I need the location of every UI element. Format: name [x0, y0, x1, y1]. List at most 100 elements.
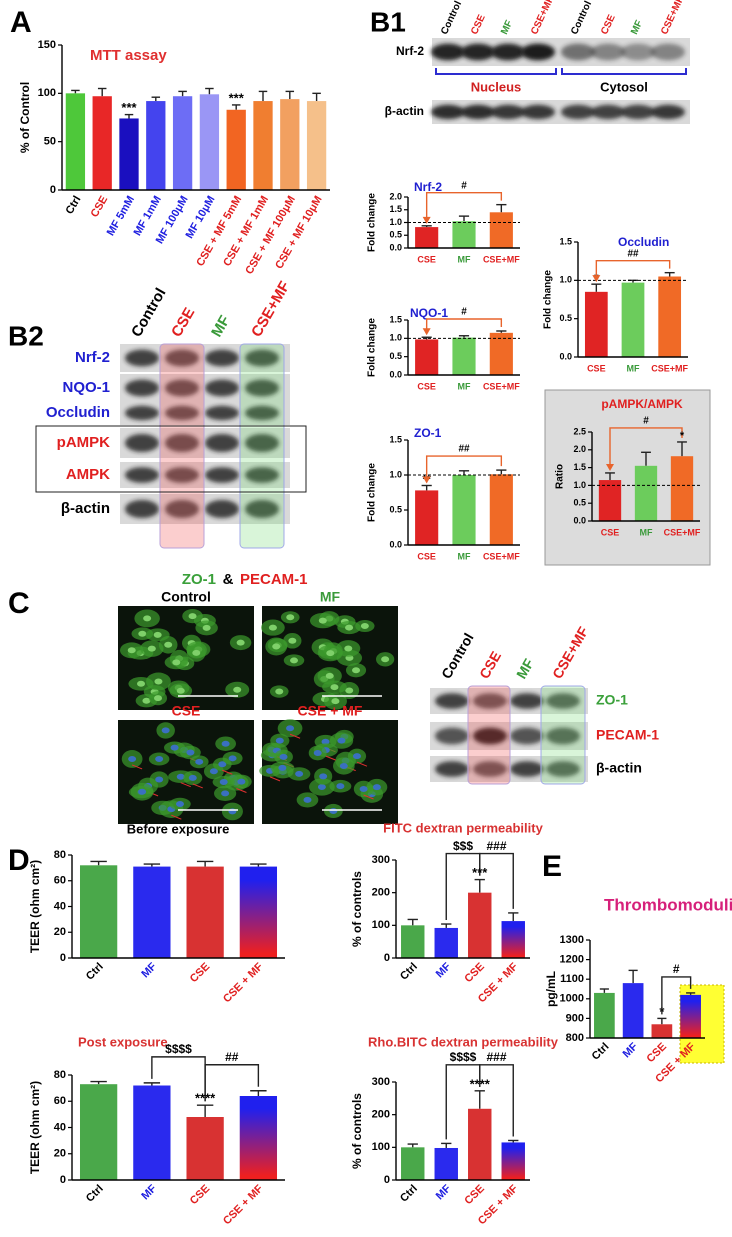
- lane-label: Control: [128, 285, 169, 340]
- nucleus: [313, 749, 322, 756]
- y-tick-label: 20: [54, 926, 66, 938]
- image-label: Control: [161, 589, 211, 605]
- y-tick-label: 300: [372, 1076, 390, 1088]
- x-tick-label: CSE: [417, 254, 436, 264]
- y-axis-label: TEER (ohm cm²): [28, 1081, 42, 1174]
- significance-label: ***: [472, 865, 488, 880]
- blot-band: [165, 434, 199, 452]
- y-tick-label: 1.0: [573, 480, 586, 490]
- blot-band: [125, 379, 159, 397]
- junction: [363, 794, 374, 800]
- bar: [434, 1147, 458, 1180]
- nucleus: [155, 756, 164, 763]
- arrow-head: [592, 275, 601, 283]
- y-tick-label: 900: [566, 1012, 584, 1024]
- nucleus: [161, 727, 170, 734]
- blot-band: [473, 693, 507, 709]
- image-label: MF: [320, 589, 341, 605]
- nucleus: [330, 684, 339, 691]
- bar: [415, 490, 439, 545]
- bracket: [425, 318, 503, 334]
- y-tick-label: 80: [54, 849, 66, 861]
- bar: [401, 925, 425, 958]
- significance-label: ##: [627, 248, 639, 259]
- bar: [452, 337, 476, 375]
- nucleus: [219, 779, 228, 786]
- chart-title: MTT assay: [90, 47, 167, 64]
- image-title: ZO-1: [182, 571, 216, 588]
- junction: [192, 783, 203, 789]
- blot-band: [435, 727, 469, 745]
- bar: [239, 1096, 278, 1180]
- bracket: [661, 976, 692, 1015]
- bar: [658, 276, 682, 357]
- significance-label: ##: [225, 1050, 239, 1064]
- junction: [269, 776, 281, 782]
- significance-label: *: [680, 430, 685, 442]
- x-tick-label: MF: [434, 960, 454, 980]
- x-tick-label: Ctrl: [590, 1041, 612, 1063]
- nucleus: [275, 688, 284, 695]
- bar: [119, 118, 139, 190]
- bar: [489, 474, 513, 545]
- bar: [651, 1024, 673, 1038]
- blot-band: [521, 43, 555, 61]
- x-tick-label: Ctrl: [84, 1183, 106, 1205]
- nucleus: [295, 770, 304, 777]
- chart-title: Before exposure: [127, 821, 230, 836]
- nucleus: [176, 773, 185, 780]
- blot-band: [491, 43, 525, 61]
- bracket: [479, 1064, 514, 1137]
- group-label: Cytosol: [600, 79, 648, 94]
- bar: [621, 282, 645, 357]
- y-tick-label: 2.0: [573, 444, 586, 454]
- x-tick-label: CSE: [462, 961, 486, 985]
- nucleus: [345, 624, 354, 631]
- junction: [236, 788, 247, 793]
- bar: [680, 994, 701, 1038]
- row-label: β-actin: [61, 500, 110, 517]
- nucleus: [202, 624, 211, 631]
- image-label: CSE: [172, 703, 201, 719]
- blot-band: [245, 500, 279, 518]
- junction: [222, 769, 233, 775]
- x-tick-label: CSE+MF: [651, 363, 688, 373]
- x-tick-label: CSE: [417, 551, 436, 561]
- y-axis-label: TEER (ohm cm²): [28, 860, 42, 953]
- x-tick-label: MF: [434, 1182, 454, 1202]
- bar: [79, 1084, 118, 1180]
- blot-band: [165, 500, 199, 518]
- blot-band: [473, 727, 507, 745]
- nucleus: [128, 755, 137, 762]
- y-tick-label: 150: [38, 39, 56, 51]
- blot-band: [125, 434, 159, 452]
- bar: [434, 927, 458, 958]
- lane-label: CSE+MF: [248, 278, 293, 340]
- panel-letter: A: [10, 6, 32, 39]
- nucleus: [317, 784, 326, 791]
- bar: [489, 212, 513, 248]
- y-axis-label: Fold change: [367, 463, 378, 522]
- blot-band: [245, 434, 279, 452]
- x-tick-label: MF: [621, 1040, 641, 1060]
- lane-label: MF: [629, 19, 645, 37]
- group-label: Nucleus: [471, 79, 522, 94]
- bar: [306, 101, 327, 190]
- y-tick-label: 1000: [560, 993, 584, 1005]
- panel-letter: E: [542, 850, 562, 883]
- nucleus: [236, 639, 245, 646]
- nucleus: [329, 807, 338, 814]
- blot-band: [510, 761, 544, 777]
- nucleus: [164, 641, 173, 648]
- blot-band: [546, 727, 580, 745]
- blot-band: [125, 405, 159, 421]
- blot-band: [510, 693, 544, 709]
- x-tick-label: CSE: [601, 527, 620, 537]
- blot-band: [473, 761, 507, 777]
- junction: [171, 814, 182, 820]
- nucleus: [188, 774, 197, 781]
- bar: [415, 339, 439, 375]
- row-label: ZO-1: [596, 692, 628, 708]
- y-tick-label: 1.0: [389, 333, 402, 343]
